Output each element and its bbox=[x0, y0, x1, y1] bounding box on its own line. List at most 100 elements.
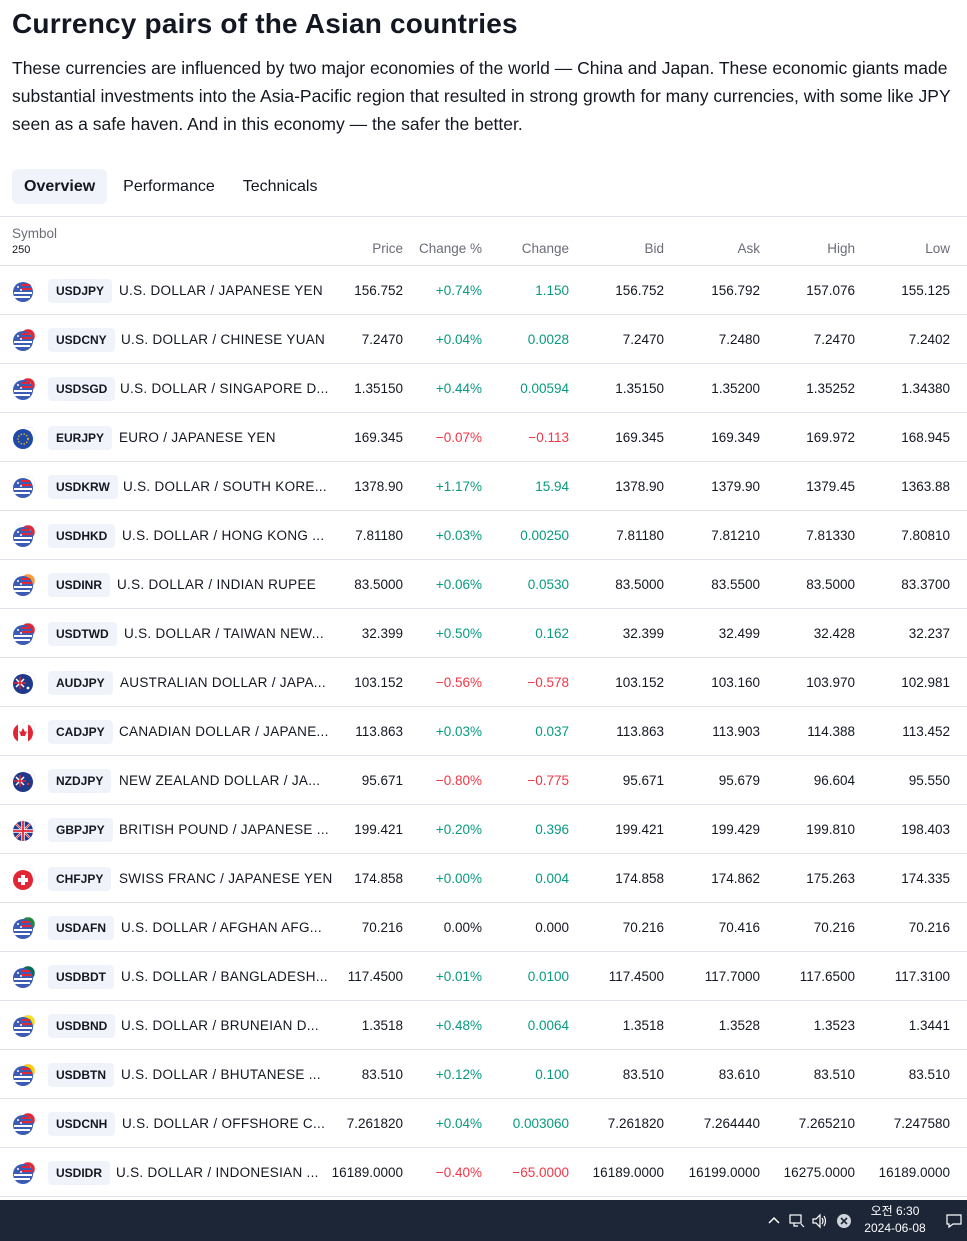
ticker-symbol[interactable]: USDCNY bbox=[48, 328, 115, 352]
table-row[interactable]: USDSGD U.S. DOLLAR / SINGAPORE D... 1.3515… bbox=[0, 364, 967, 413]
volume-icon[interactable] bbox=[811, 1212, 829, 1230]
high-cell: 32.428 bbox=[813, 626, 855, 641]
table-row[interactable]: USDINR U.S. DOLLAR / INDIAN RUPEE 83.5000 +… bbox=[0, 560, 967, 609]
ticker-symbol[interactable]: USDHKD bbox=[48, 524, 116, 548]
ticker-symbol[interactable]: GBPJPY bbox=[48, 818, 113, 842]
pair-name: U.S. DOLLAR / CHINESE YUAN bbox=[121, 332, 326, 347]
ticker-symbol[interactable]: USDKRW bbox=[48, 475, 118, 499]
table-row[interactable]: USDBDT U.S. DOLLAR / BANGLADESH... 117.450… bbox=[0, 952, 967, 1001]
price-column-header[interactable]: Price bbox=[372, 241, 403, 256]
low-cell: 32.237 bbox=[908, 626, 950, 641]
currency-flag-icon bbox=[12, 328, 36, 352]
table-row[interactable]: CADJPY CANADIAN DOLLAR / JAPANE... 113.863… bbox=[0, 707, 967, 756]
ticker-symbol[interactable]: AUDJPY bbox=[48, 671, 113, 695]
ask-cell: 16199.0000 bbox=[688, 1165, 760, 1180]
currency-flag-icon bbox=[12, 1014, 36, 1038]
high-cell: 199.810 bbox=[806, 822, 855, 837]
table-row[interactable]: USDJPY U.S. DOLLAR / JAPANESE YEN 156.752 +… bbox=[0, 266, 967, 315]
change-pct-cell: +0.03% bbox=[435, 724, 482, 739]
table-row[interactable]: USDIDR U.S. DOLLAR / INDONESIAN ... 16189.… bbox=[0, 1148, 967, 1197]
bid-cell: 7.261820 bbox=[607, 1116, 664, 1131]
tab-overview[interactable]: Overview bbox=[12, 169, 108, 204]
table-row[interactable]: USDBTN U.S. DOLLAR / BHUTANESE ... 83.510 +… bbox=[0, 1050, 967, 1099]
high-cell: 1.3523 bbox=[813, 1018, 855, 1033]
currency-flag-icon bbox=[12, 1063, 36, 1087]
currency-flag-icon bbox=[12, 524, 36, 548]
chevron-up-icon[interactable] bbox=[765, 1212, 783, 1230]
currency-flag-icon bbox=[12, 769, 36, 793]
tab-technicals[interactable]: Technicals bbox=[242, 178, 318, 195]
tab-performance[interactable]: Performance bbox=[123, 178, 215, 195]
low-column-header[interactable]: Low bbox=[925, 241, 950, 256]
table-row[interactable]: CHFJPY SWISS FRANC / JAPANESE YEN 174.858 +… bbox=[0, 854, 967, 903]
price-cell: 83.510 bbox=[361, 1067, 403, 1082]
bid-cell: 83.510 bbox=[622, 1067, 664, 1082]
table-row[interactable]: GBPJPY BRITISH POUND / JAPANESE ... 199.42… bbox=[0, 805, 967, 854]
symbol-column-header[interactable]: Symbol 250 bbox=[12, 226, 57, 258]
change-pct-cell: +0.74% bbox=[435, 283, 482, 298]
change-cell: 0.004 bbox=[535, 871, 569, 886]
currency-flag-icon bbox=[12, 867, 36, 891]
change-column-header[interactable]: Change bbox=[521, 241, 569, 256]
price-cell: 169.345 bbox=[354, 430, 403, 445]
price-cell: 95.671 bbox=[361, 773, 403, 788]
table-row[interactable]: USDCNH U.S. DOLLAR / OFFSHORE C... 7.26182… bbox=[0, 1099, 967, 1148]
table-row[interactable]: EURJPY EURO / JAPANESE YEN 169.345 −0.07% −0… bbox=[0, 413, 967, 462]
pair-name: SWISS FRANC / JAPANESE YEN bbox=[119, 871, 333, 886]
ticker-symbol[interactable]: USDBTN bbox=[48, 1063, 114, 1087]
currency-flag-icon bbox=[12, 818, 36, 842]
low-cell: 102.981 bbox=[901, 675, 950, 690]
bid-cell: 103.152 bbox=[615, 675, 664, 690]
bid-column-header[interactable]: Bid bbox=[644, 241, 664, 256]
change-cell: 0.00594 bbox=[520, 381, 569, 396]
price-cell: 199.421 bbox=[354, 822, 403, 837]
low-cell: 198.403 bbox=[901, 822, 950, 837]
currency-flag-icon bbox=[12, 1112, 36, 1136]
high-cell: 1379.45 bbox=[806, 479, 855, 494]
ticker-symbol[interactable]: EURJPY bbox=[48, 426, 113, 450]
high-cell: 96.604 bbox=[813, 773, 855, 788]
high-column-header[interactable]: High bbox=[827, 241, 855, 256]
ask-cell: 1379.90 bbox=[711, 479, 760, 494]
ticker-symbol[interactable]: USDSGD bbox=[48, 377, 116, 401]
ask-column-header[interactable]: Ask bbox=[737, 241, 760, 256]
ticker-symbol[interactable]: USDTWD bbox=[48, 622, 117, 646]
bid-cell: 117.4500 bbox=[608, 969, 664, 984]
table-row[interactable]: USDBND U.S. DOLLAR / BRUNEIAN D... 1.3518 +… bbox=[0, 1001, 967, 1050]
table-row[interactable]: AUDJPY AUSTRALIAN DOLLAR / JAPA... 103.152… bbox=[0, 658, 967, 707]
ticker-symbol[interactable]: USDAFN bbox=[48, 916, 114, 940]
table-row[interactable]: USDHKD U.S. DOLLAR / HONG KONG ... 7.81180… bbox=[0, 511, 967, 560]
change-pct-column-header[interactable]: Change % bbox=[418, 241, 482, 256]
ask-cell: 169.349 bbox=[711, 430, 760, 445]
table-row[interactable]: NZDJPY NEW ZEALAND DOLLAR / JA... 95.671 −0… bbox=[0, 756, 967, 805]
notification-icon[interactable] bbox=[945, 1212, 963, 1230]
ticker-symbol[interactable]: CADJPY bbox=[48, 720, 113, 744]
pair-name: U.S. DOLLAR / INDONESIAN ... bbox=[116, 1165, 319, 1180]
ask-cell: 83.610 bbox=[718, 1067, 760, 1082]
ticker-symbol[interactable]: NZDJPY bbox=[48, 769, 112, 793]
ticker-symbol[interactable]: USDIDR bbox=[48, 1161, 111, 1185]
table-row[interactable]: USDTWD U.S. DOLLAR / TAIWAN NEW... 32.399 +… bbox=[0, 609, 967, 658]
ticker-symbol[interactable]: USDJPY bbox=[48, 279, 113, 303]
high-cell: 7.2470 bbox=[813, 332, 855, 347]
high-cell: 1.35252 bbox=[806, 381, 855, 396]
no-connection-icon[interactable] bbox=[835, 1212, 853, 1230]
currency-flag-icon bbox=[12, 671, 36, 695]
ticker-symbol[interactable]: CHFJPY bbox=[48, 867, 112, 891]
network-icon[interactable] bbox=[788, 1212, 806, 1230]
change-cell: −0.113 bbox=[528, 430, 569, 445]
table-row[interactable]: USDCNY U.S. DOLLAR / CHINESE YUAN 7.2470 +0… bbox=[0, 315, 967, 364]
ticker-symbol[interactable]: USDINR bbox=[48, 573, 111, 597]
price-cell: 117.4500 bbox=[347, 969, 403, 984]
high-cell: 83.5000 bbox=[806, 577, 855, 592]
price-cell: 7.2470 bbox=[361, 332, 403, 347]
ticker-symbol[interactable]: USDBDT bbox=[48, 965, 114, 989]
table-row[interactable]: USDAFN U.S. DOLLAR / AFGHAN AFG... 70.216 0… bbox=[0, 903, 967, 952]
ticker-symbol[interactable]: USDCNH bbox=[48, 1112, 116, 1136]
table-row[interactable]: USDKRW U.S. DOLLAR / SOUTH KORE... 1378.90… bbox=[0, 462, 967, 511]
system-clock[interactable]: 오전 6:30 2024-06-08 bbox=[852, 1203, 938, 1237]
page-header: Currency pairs of the Asian countries Th… bbox=[0, 0, 967, 138]
change-pct-cell: +1.17% bbox=[435, 479, 482, 494]
ticker-symbol[interactable]: USDBND bbox=[48, 1014, 116, 1038]
change-pct-cell: +0.50% bbox=[435, 626, 482, 641]
